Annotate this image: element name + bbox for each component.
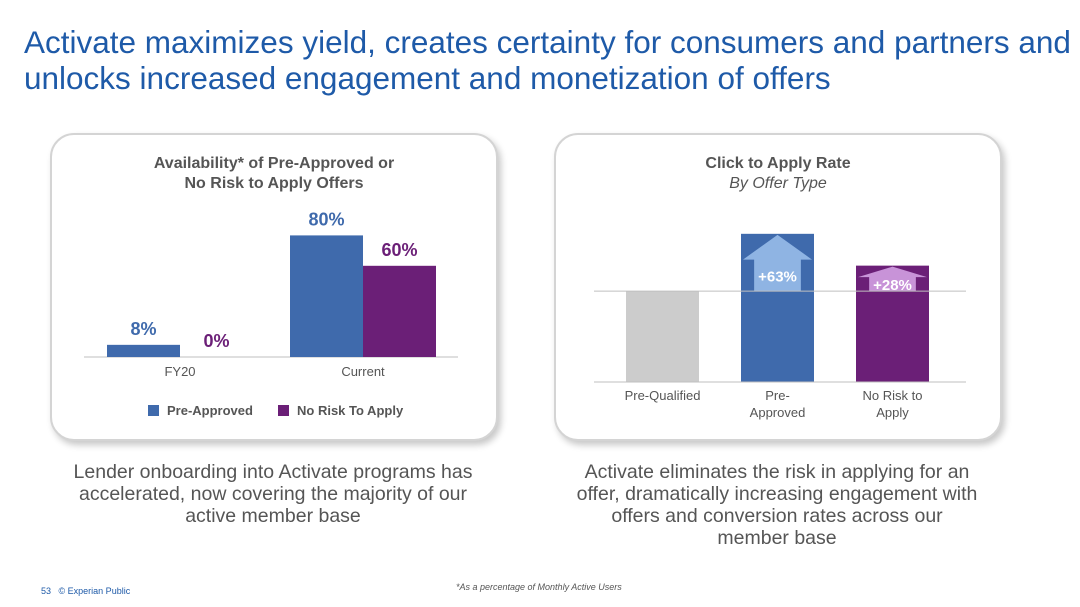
uplift-arrow-icon bbox=[743, 234, 812, 292]
chart-title: Click to Apply Rate bbox=[705, 155, 851, 172]
chart-title-line-1: Availability* of Pre-Approved or bbox=[153, 155, 395, 172]
click-to-apply-chart-card: Click to Apply Rate By Offer Type Pre-Qu… bbox=[554, 133, 1002, 441]
bar-pre-approved-fy20 bbox=[107, 344, 180, 357]
bar-pre-qualified bbox=[626, 291, 699, 382]
x-tick-label: Pre- bbox=[765, 388, 790, 403]
data-label-no-risk-to-apply-fy20: 0% bbox=[203, 331, 229, 351]
x-tick-label: Current bbox=[341, 364, 385, 379]
footer-label: © Experian Public bbox=[58, 586, 131, 596]
footnote: *As a percentage of Monthly Active Users bbox=[456, 582, 622, 592]
legend-swatch-pre-approved bbox=[148, 405, 159, 416]
legend-item-no-risk: No Risk To Apply bbox=[278, 403, 403, 418]
uplift-arrow-icon bbox=[858, 266, 927, 292]
legend-label-no-risk: No Risk To Apply bbox=[297, 403, 404, 418]
chart-title-line-2: No Risk to Apply Offers bbox=[184, 175, 364, 192]
data-label-pre-approved-fy20: 8% bbox=[130, 319, 156, 339]
x-tick-label: FY20 bbox=[164, 364, 195, 379]
x-tick-label: Approved bbox=[750, 405, 806, 420]
footer: 53 © Experian Public bbox=[41, 586, 130, 596]
page-number: 53 bbox=[41, 586, 52, 596]
legend-item-pre-approved: Pre-Approved bbox=[148, 403, 253, 418]
data-label-pre-approved-current: 80% bbox=[308, 209, 344, 229]
slide-title: Activate maximizes yield, creates certai… bbox=[24, 24, 1071, 96]
click-to-apply-bar-chart: Pre-Qualified +63% Pre- Approved +28% No Risk… bbox=[594, 233, 966, 420]
legend-swatch-no-risk bbox=[278, 405, 289, 416]
chart-subtitle: By Offer Type bbox=[729, 175, 827, 192]
bar-no-risk-to-apply-current bbox=[363, 265, 436, 357]
legend-label-pre-approved: Pre-Approved bbox=[167, 403, 253, 418]
availability-bar-chart: 8% 0% FY20 80% 60% Current bbox=[84, 209, 458, 379]
x-tick-label: Apply bbox=[876, 405, 909, 420]
availability-chart-card: Availability* of Pre-Approved or No Risk… bbox=[50, 133, 498, 441]
data-label-no-risk-to-apply-current: 60% bbox=[381, 240, 417, 260]
x-tick-label: Pre-Qualified bbox=[625, 388, 701, 403]
uplift-label: +63% bbox=[758, 268, 797, 285]
bar-pre-approved-current bbox=[290, 235, 363, 357]
uplift-label: +28% bbox=[873, 277, 912, 294]
right-caption: Activate eliminates the risk in applying… bbox=[576, 461, 978, 549]
left-caption: Lender onboarding into Activate programs… bbox=[73, 461, 473, 527]
x-tick-label: No Risk to bbox=[863, 388, 923, 403]
